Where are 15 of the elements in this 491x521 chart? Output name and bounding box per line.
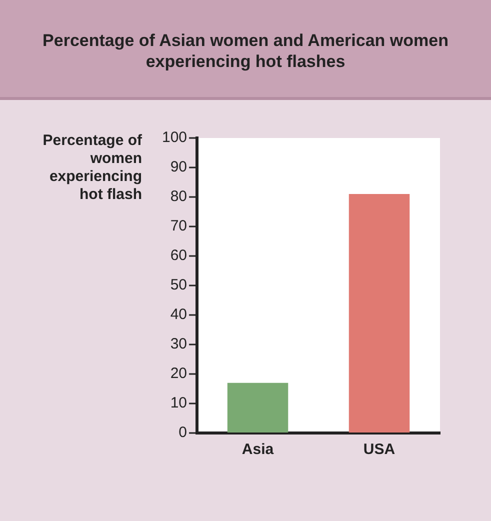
y-tick-label: 0 bbox=[178, 424, 188, 442]
y-tick-label: 10 bbox=[170, 394, 188, 412]
y-axis-title: Percentage of women experiencing hot flash bbox=[42, 132, 142, 204]
y-tick-label: 80 bbox=[170, 188, 188, 206]
y-tick-label: 70 bbox=[170, 218, 188, 235]
x-tick-label: USA bbox=[363, 441, 396, 458]
y-tick-label: 30 bbox=[170, 336, 188, 353]
x-tick-label: Asia bbox=[242, 441, 274, 458]
y-tick-label: 100 bbox=[162, 129, 188, 146]
chart-title: Percentage of Asian women and American women experiencing hot flashes bbox=[42, 30, 450, 72]
y-tick-label: 50 bbox=[170, 276, 188, 294]
y-tick-label: 40 bbox=[170, 306, 188, 324]
y-tick-label: 60 bbox=[170, 247, 188, 264]
y-tick-label: 20 bbox=[170, 365, 188, 382]
y-tick-label: 90 bbox=[170, 158, 188, 176]
